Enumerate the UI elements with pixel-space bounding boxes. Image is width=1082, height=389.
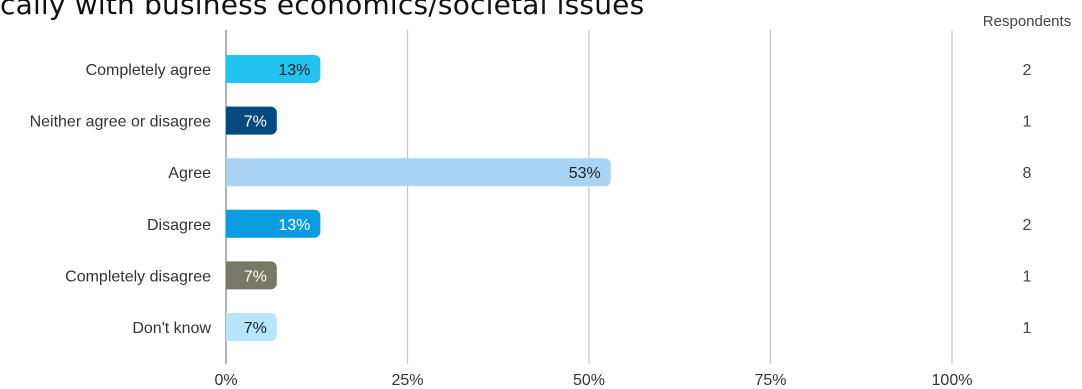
category-label: Neither agree or disagree xyxy=(30,114,212,131)
bar-value-label: 13% xyxy=(278,217,310,234)
value-labels: 13% 7% 53% 13% 7% 7% xyxy=(244,62,601,337)
x-tick-label: 75% xyxy=(754,372,786,389)
gridlines xyxy=(225,30,953,364)
bars xyxy=(226,55,611,341)
category-label: Disagree xyxy=(147,217,211,234)
x-tick-label: 100% xyxy=(932,372,973,389)
respondent-count: 1 xyxy=(1023,268,1032,285)
bar xyxy=(226,209,321,238)
x-tick-labels: 0% 25% 50% 75% 100% xyxy=(214,372,972,389)
bar-value-label: 7% xyxy=(244,268,267,285)
bar-left-edge xyxy=(226,55,234,83)
respondents-column: Respondents 2 1 8 2 1 1 xyxy=(983,13,1071,337)
bar-left-edge xyxy=(226,158,234,187)
category-labels: Completely agree Neither agree or disagre… xyxy=(30,62,212,337)
respondent-count: 2 xyxy=(1023,217,1032,234)
x-tick-label: 50% xyxy=(573,372,605,389)
bar xyxy=(226,158,611,187)
respondent-count: 8 xyxy=(1023,165,1032,182)
respondent-count: 1 xyxy=(1023,320,1032,337)
bar-value-label: 7% xyxy=(244,320,267,337)
bar xyxy=(226,55,321,83)
bar-left-edge xyxy=(226,209,234,238)
category-label: Agree xyxy=(168,165,211,182)
category-label: Completely disagree xyxy=(65,268,211,285)
respondent-count: 1 xyxy=(1023,114,1032,131)
bar-left-edge xyxy=(226,261,234,290)
respondents-header: Respondents xyxy=(983,13,1071,30)
bar-left-edge xyxy=(226,106,234,135)
bar-left-edge xyxy=(226,313,234,341)
bar-value-label: 53% xyxy=(569,165,601,182)
bar xyxy=(226,313,277,341)
bar-value-label: 13% xyxy=(278,62,310,79)
x-tick-label: 25% xyxy=(391,372,423,389)
chart-title: cally with business economics/societal i… xyxy=(0,0,645,21)
bar-value-label: 7% xyxy=(244,114,267,131)
category-label: Completely agree xyxy=(86,62,212,79)
x-tick-label: 0% xyxy=(214,372,237,389)
respondent-count: 2 xyxy=(1023,62,1032,79)
bar xyxy=(226,261,277,290)
bar xyxy=(226,106,277,135)
category-label: Don't know xyxy=(132,320,211,337)
